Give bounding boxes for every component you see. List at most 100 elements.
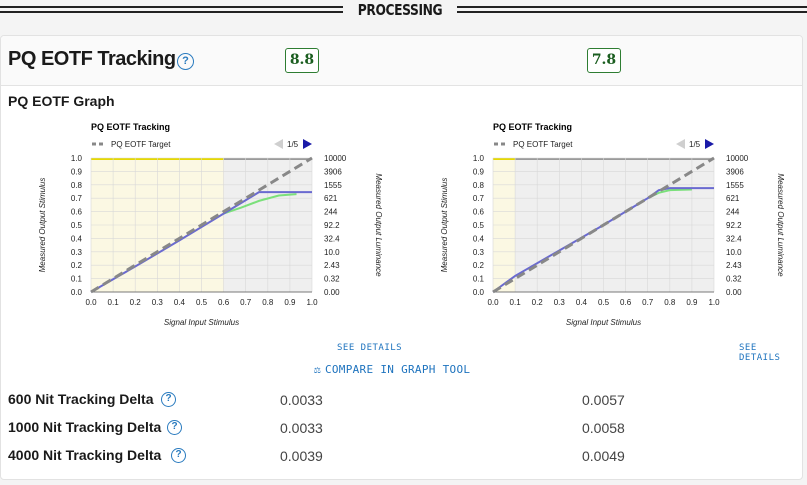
compare-label: COMPARE IN GRAPH TOOL xyxy=(324,363,471,376)
x-tick-label: 0.0 xyxy=(85,298,97,307)
chart-1-svg: PQ EOTF Tracking PQ EOTF Target 1/5 0.0 0.1 0… xyxy=(38,122,383,327)
y2-tick-label: 0.00 xyxy=(324,288,340,297)
y2-tick-label: 10000 xyxy=(726,154,749,163)
see-details-link-2[interactable]: SEE DETAILS xyxy=(739,343,781,363)
help-icon[interactable]: ? xyxy=(161,392,176,407)
y2-tick-label: 92.2 xyxy=(726,221,742,230)
x-tick-label: 0.4 xyxy=(174,298,186,307)
x-tick-label: 0.8 xyxy=(262,298,274,307)
next-page-icon xyxy=(705,139,714,149)
y2-tick-label: 244 xyxy=(726,208,740,217)
y-tick-label: 0.5 xyxy=(473,221,485,230)
x-tick-label: 0.7 xyxy=(642,298,654,307)
page-indicator: 1/5 xyxy=(287,140,299,149)
metric-value-2: 0.0058 xyxy=(582,420,625,436)
y-tick-label: 0.2 xyxy=(473,261,485,270)
y-tick-label: 0.0 xyxy=(473,288,485,297)
chart-title: PQ EOTF Tracking xyxy=(91,122,170,132)
y-tick-label: 0.6 xyxy=(71,208,83,217)
x-tick-label: 1.0 xyxy=(708,298,720,307)
y2-tick-label: 32.4 xyxy=(726,234,742,243)
y-tick-label: 0.2 xyxy=(71,261,83,270)
y2-tick-label: 0.00 xyxy=(726,288,742,297)
metric-value-2: 0.0057 xyxy=(582,392,625,408)
y2-tick-label: 3906 xyxy=(726,167,744,176)
metric-label: 1000 Nit Tracking Delta xyxy=(8,419,162,435)
metric-label: 600 Nit Tracking Delta xyxy=(8,391,154,407)
y2-tick-label: 2.43 xyxy=(726,261,742,270)
y-tick-label: 0.4 xyxy=(473,234,485,243)
x-tick-label: 0.1 xyxy=(510,298,522,307)
metric-value-1: 0.0033 xyxy=(280,420,323,436)
y-tick-label: 0.6 xyxy=(473,208,485,217)
x-tick-label: 0.8 xyxy=(664,298,676,307)
x-tick-label: 0.6 xyxy=(620,298,632,307)
y-tick-label: 0.3 xyxy=(71,248,83,257)
section-title: PROCESSING xyxy=(357,1,443,19)
y2-tick-label: 3906 xyxy=(324,167,342,176)
x-tick-label: 0.5 xyxy=(196,298,208,307)
y2-tick-label: 2.43 xyxy=(324,261,340,270)
metric-value-1: 0.0033 xyxy=(280,392,323,408)
legend-label: PQ EOTF Target xyxy=(111,140,171,149)
x-tick-label: 0.5 xyxy=(598,298,610,307)
y2-tick-label: 1555 xyxy=(324,181,342,190)
chart-title: PQ EOTF Tracking xyxy=(493,122,572,132)
y2-tick-label: 1555 xyxy=(726,181,744,190)
y-tick-label: 0.9 xyxy=(473,167,485,176)
y2-tick-label: 92.2 xyxy=(324,221,340,230)
score-badge-1: 8.8 xyxy=(285,48,319,73)
y-tick-label: 0.4 xyxy=(71,234,83,243)
x-axis-title: Signal Input Stimulus xyxy=(566,318,641,327)
metric-row: 4000 Nit Tracking Delta ? 0.0039 0.0049 xyxy=(1,443,804,467)
x-axis-title: Signal Input Stimulus xyxy=(164,318,239,327)
y-tick-label: 0.0 xyxy=(71,288,83,297)
y-tick-label: 1.0 xyxy=(71,154,83,163)
y2-tick-label: 621 xyxy=(726,194,740,203)
y-tick-label: 0.8 xyxy=(473,181,485,190)
y-tick-label: 0.5 xyxy=(71,221,83,230)
y-tick-label: 0.3 xyxy=(473,248,485,257)
x-tick-label: 0.6 xyxy=(218,298,230,307)
prev-page-icon xyxy=(676,139,685,149)
x-tick-label: 0.4 xyxy=(576,298,588,307)
page-indicator: 1/5 xyxy=(689,140,701,149)
y-tick-label: 0.9 xyxy=(71,167,83,176)
x-tick-label: 0.7 xyxy=(240,298,252,307)
section-header: PROCESSING xyxy=(0,0,807,20)
reference-series-line xyxy=(223,193,297,215)
header-rule-left xyxy=(0,6,343,13)
metric-label: 4000 Nit Tracking Delta xyxy=(8,447,162,463)
help-icon[interactable]: ? xyxy=(167,420,182,435)
y2-tick-label: 0.32 xyxy=(726,275,742,284)
see-details-link-1[interactable]: SEE DETAILS xyxy=(337,343,403,353)
x-tick-label: 0.1 xyxy=(108,298,120,307)
target-series-line xyxy=(492,156,715,294)
compare-graph-tool-link[interactable]: ⚖ COMPARE IN GRAPH TOOL xyxy=(314,363,470,376)
y-tick-label: 1.0 xyxy=(473,154,485,163)
graph-label: PQ EOTF Graph xyxy=(8,93,115,109)
y2-tick-label: 32.4 xyxy=(324,234,340,243)
metric-row: 1000 Nit Tracking Delta ? 0.0033 0.0058 xyxy=(1,415,804,439)
target-series-line xyxy=(90,156,313,294)
y2-tick-label: 10.0 xyxy=(726,248,742,257)
y-tick-label: 0.7 xyxy=(473,194,485,203)
chart-2-svg: PQ EOTF Tracking PQ EOTF Target 1/5 0.0 0.1 0… xyxy=(440,122,785,327)
y2-tick-label: 0.32 xyxy=(324,275,340,284)
x-tick-label: 0.9 xyxy=(686,298,698,307)
y-tick-label: 0.1 xyxy=(473,275,485,284)
legend-label: PQ EOTF Target xyxy=(513,140,573,149)
x-tick-label: 0.3 xyxy=(152,298,164,307)
next-page-icon xyxy=(303,139,312,149)
metric-row: 600 Nit Tracking Delta ? 0.0033 0.0057 xyxy=(1,387,804,411)
x-tick-label: 1.0 xyxy=(306,298,318,307)
pq-eotf-card: PQ EOTF Tracking ? 8.8 7.8 PQ EOTF Graph… xyxy=(0,35,803,480)
help-icon[interactable]: ? xyxy=(177,53,194,70)
y2-tick-label: 244 xyxy=(324,208,338,217)
y2-tick-label: 10.0 xyxy=(324,248,340,257)
card-title: PQ EOTF Tracking xyxy=(8,48,176,70)
chart-1[interactable]: PQ EOTF Tracking PQ EOTF Target 1/5 0.0 0.1 0… xyxy=(38,119,383,334)
chart-2[interactable]: PQ EOTF Tracking PQ EOTF Target 1/5 0.0 0.1 0… xyxy=(440,119,785,334)
prev-page-icon xyxy=(274,139,283,149)
help-icon[interactable]: ? xyxy=(171,448,186,463)
